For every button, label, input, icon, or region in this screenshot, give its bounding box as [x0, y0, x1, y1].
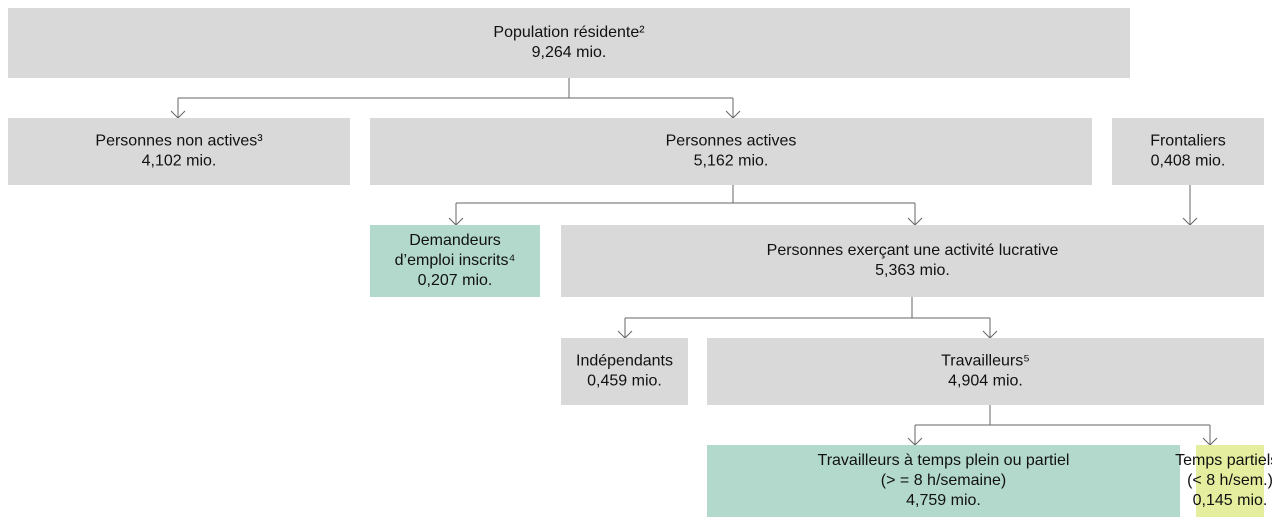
node-label: Frontaliers [1150, 133, 1226, 150]
node-label: 5,363 mio. [875, 262, 950, 279]
node: Demandeurs d’emploi inscrits⁴ 0,207 mio. [370, 225, 540, 297]
node-label: 0,408 mio. [1151, 153, 1226, 170]
node-label: 5,162 mio. [694, 153, 769, 170]
connector [177, 78, 734, 118]
connector [914, 405, 1211, 445]
node-box [707, 338, 1264, 405]
node: Population résidente² 9,264 mio. [8, 8, 1130, 78]
node-label: Travailleurs⁵ [941, 353, 1030, 370]
node: Personnes exerçant une activité lucrativ… [561, 225, 1264, 297]
node: Personnes non actives³ 4,102 mio. [8, 118, 350, 185]
node-label: 4,904 mio. [948, 373, 1023, 390]
node-box [561, 338, 688, 405]
node-box [8, 8, 1130, 78]
node-box [8, 118, 350, 185]
node-label: Personnes non actives³ [95, 133, 263, 150]
node-box [561, 225, 1264, 297]
node: Frontaliers 0,408 mio. [1112, 118, 1264, 185]
node-label: 0,145 mio. [1193, 492, 1268, 509]
node-label: 0,459 mio. [587, 373, 662, 390]
node-label: Population résidente² [493, 24, 645, 41]
node-label: d’emploi inscrits⁴ [395, 252, 516, 269]
node-label: Personnes exerçant une activité lucrativ… [767, 242, 1059, 259]
node-box [370, 118, 1092, 185]
node: Travailleurs à temps plein ou partiel (> … [707, 445, 1180, 517]
node-label: 4,759 mio. [906, 492, 981, 509]
node-label: 4,102 mio. [142, 153, 217, 170]
node-label: Indépendants [576, 353, 673, 370]
node-box [1196, 445, 1264, 517]
node: Personnes actives 5,162 mio. [370, 118, 1092, 185]
connector [455, 185, 916, 225]
node-label: 0,207 mio. [418, 272, 493, 289]
node-box [1112, 118, 1264, 185]
node-label: Personnes actives [666, 133, 797, 150]
node-label: (< 8 h/sem.) [1187, 472, 1272, 489]
connector [624, 297, 991, 338]
node-label: Temps partiels⁶ [1175, 452, 1272, 469]
node: Indépendants 0,459 mio. [561, 338, 688, 405]
node-label: Travailleurs à temps plein ou partiel [818, 452, 1070, 469]
node-box [370, 225, 540, 297]
node: Temps partiels⁶ (< 8 h/sem.) 0,145 mio. [1175, 445, 1272, 517]
node-label: 9,264 mio. [532, 44, 607, 61]
node: Travailleurs⁵ 4,904 mio. [707, 338, 1264, 405]
node-label: (> = 8 h/semaine) [881, 472, 1006, 489]
node-box [707, 445, 1180, 517]
node-label: Demandeurs [409, 232, 501, 249]
